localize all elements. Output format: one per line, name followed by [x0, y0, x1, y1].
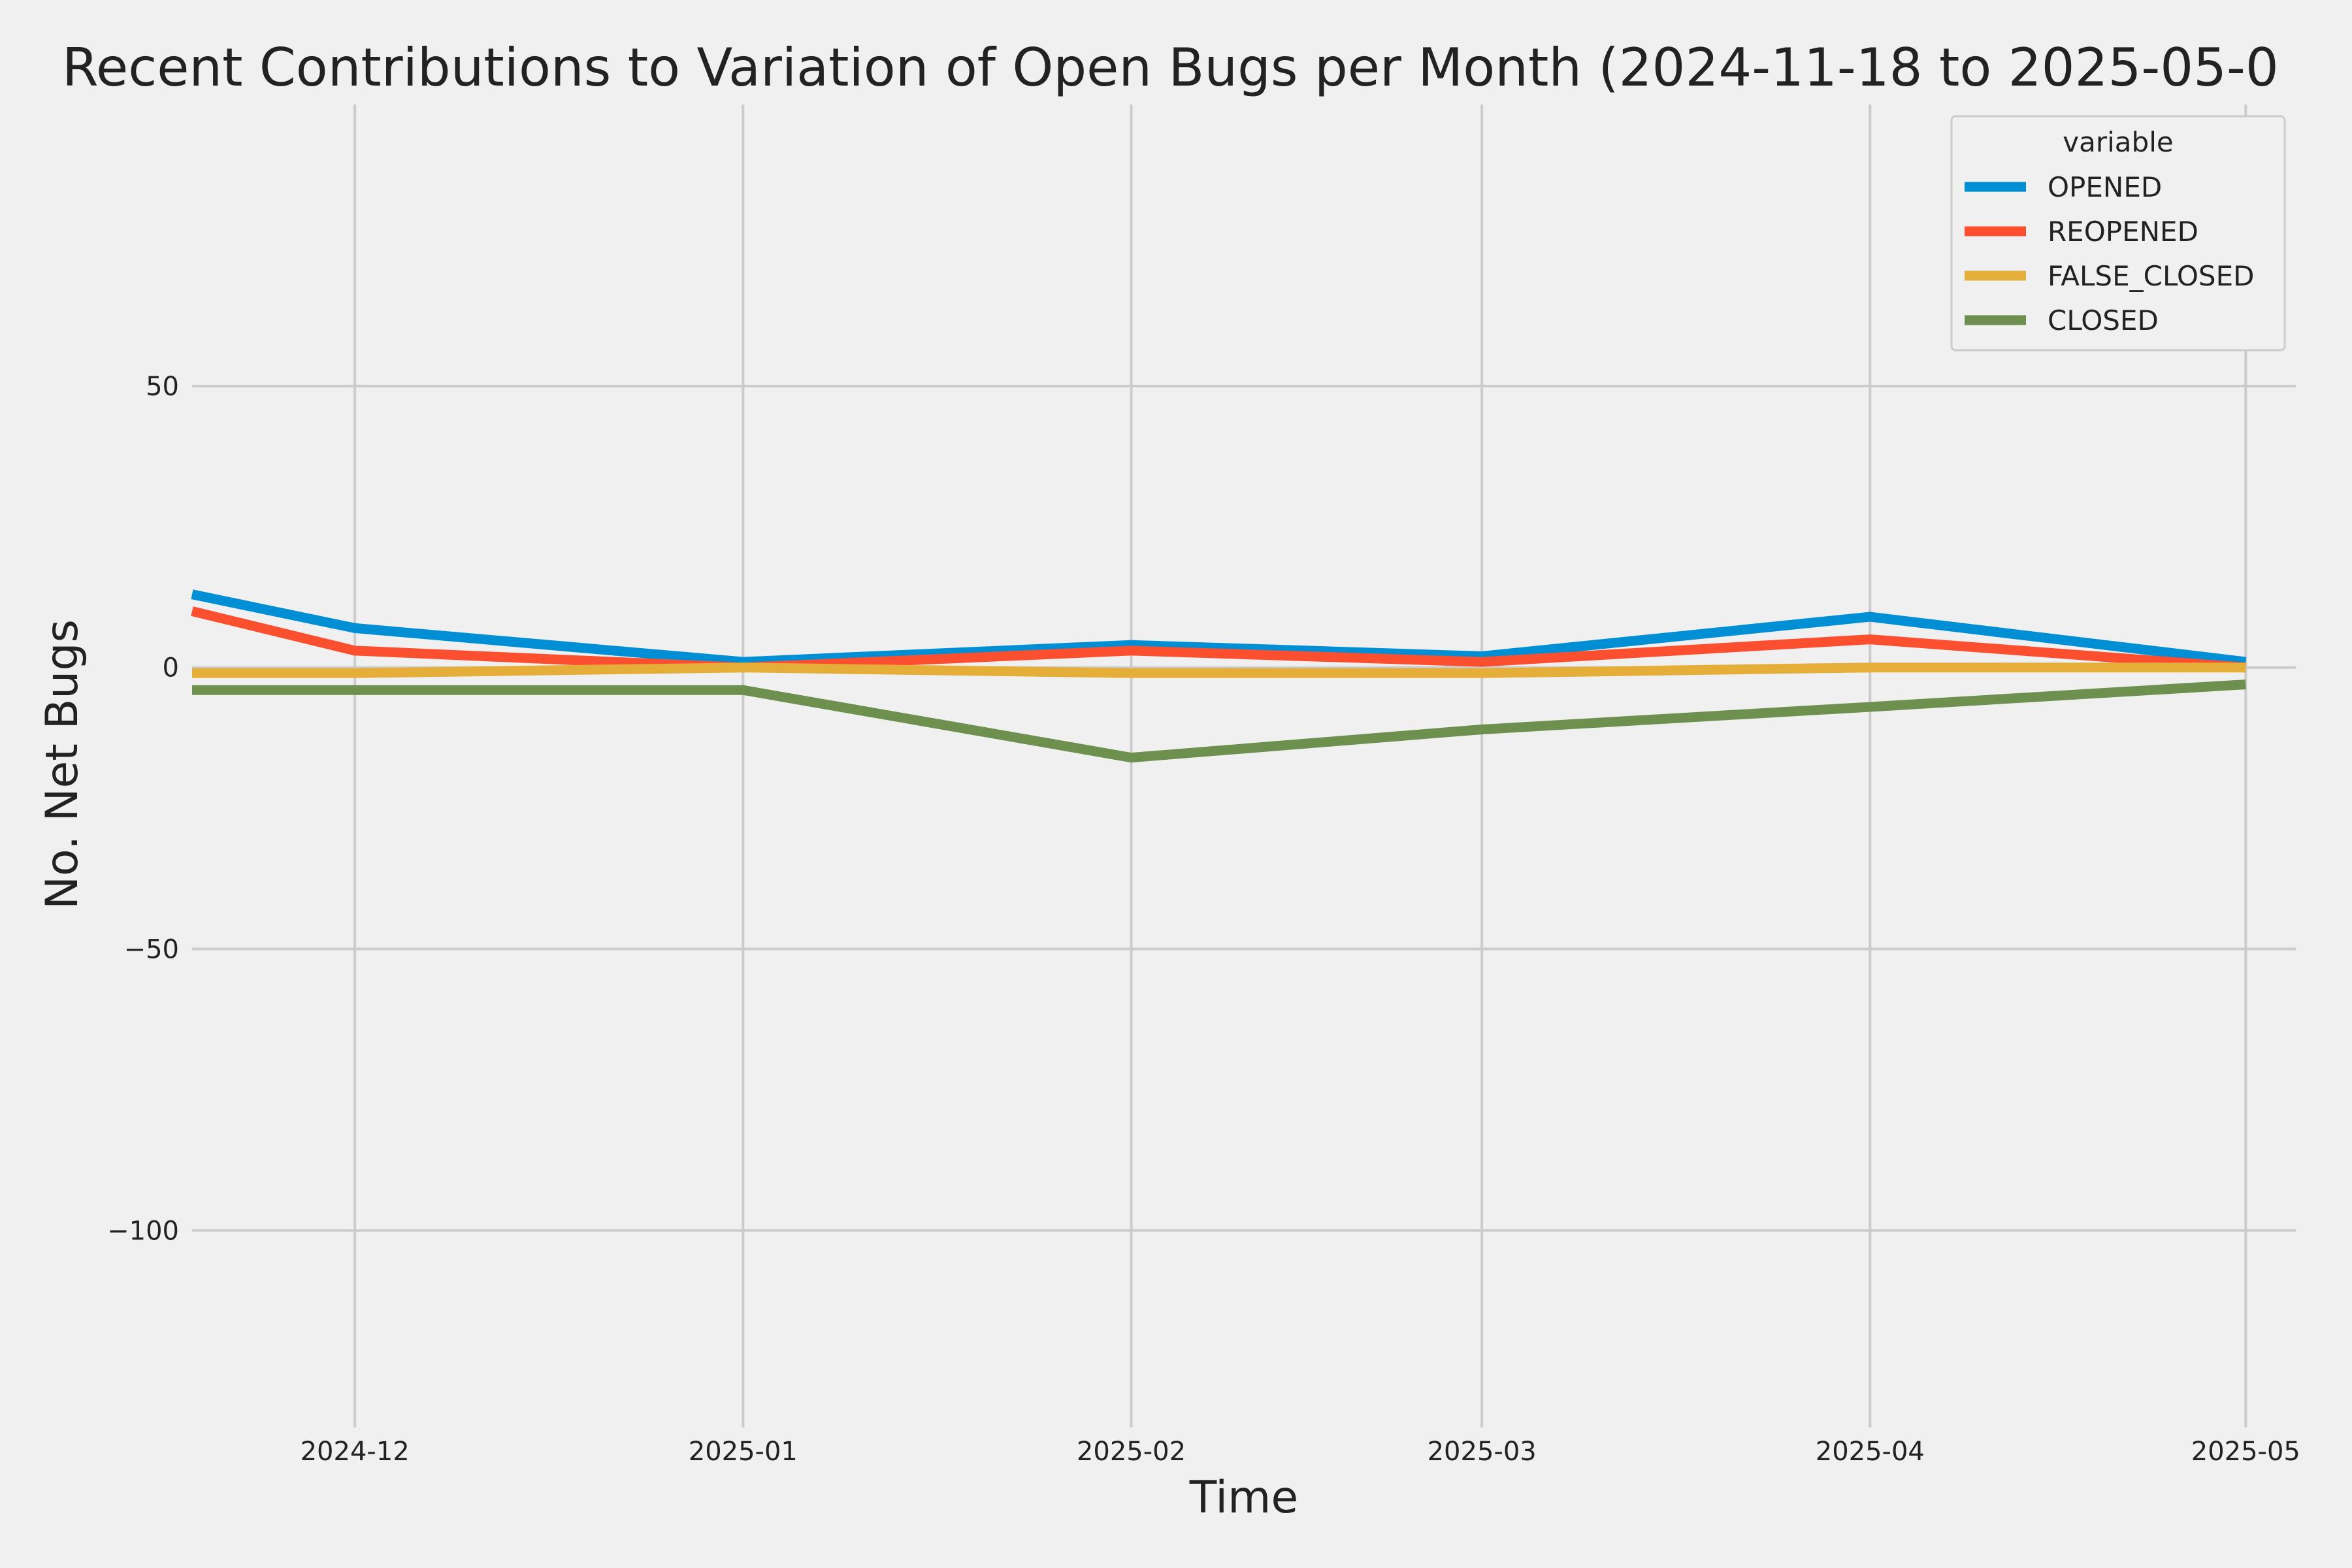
- x-tick-label: 2025-05: [2191, 1437, 2300, 1467]
- x-axis-ticks: 2024-12 2025-01 2025-02 2025-03 2025-04 2025-…: [301, 1437, 2300, 1467]
- series-line-closed: [192, 679, 2246, 763]
- chart-title: Recent Contributions to Variation of Ope…: [62, 37, 2279, 98]
- y-tick-label: 0: [163, 653, 179, 683]
- y-axis-ticks: 50 0 −50 −100: [107, 372, 179, 1247]
- series-line-opened: [191, 589, 2247, 667]
- series-line-false-closed: [192, 662, 2246, 678]
- y-axis-label: No. Net Bugs: [37, 619, 88, 909]
- legend-box: [1950, 115, 2286, 351]
- legend: variable OPENED REOPENED FALSE_CLOSED CLOSE…: [1950, 115, 2286, 351]
- y-tick-label: −50: [124, 935, 179, 965]
- y-tick-label: −100: [107, 1216, 179, 1246]
- legend-items: OPENED REOPENED FALSE_CLOSED CLOSED: [1965, 171, 2254, 336]
- x-tick-label: 2024-12: [301, 1437, 410, 1467]
- legend-label: CLOSED: [2048, 304, 2159, 336]
- legend-label: FALSE_CLOSED: [2048, 260, 2254, 292]
- y-tick-label: 50: [146, 372, 179, 402]
- x-tick-label: 2025-01: [689, 1437, 798, 1467]
- legend-title: variable: [2063, 126, 2173, 158]
- x-tick-label: 2025-03: [1428, 1437, 1537, 1467]
- x-tick-label: 2025-04: [1816, 1437, 1925, 1467]
- legend-label: REOPENED: [2048, 216, 2198, 248]
- legend-label: OPENED: [2048, 171, 2162, 203]
- series-lines: [191, 589, 2247, 763]
- grid-lines: [192, 105, 2296, 1428]
- x-tick-label: 2025-02: [1077, 1437, 1186, 1467]
- x-axis-label: Time: [1189, 1472, 1298, 1524]
- series-line-reopened: [191, 606, 2246, 673]
